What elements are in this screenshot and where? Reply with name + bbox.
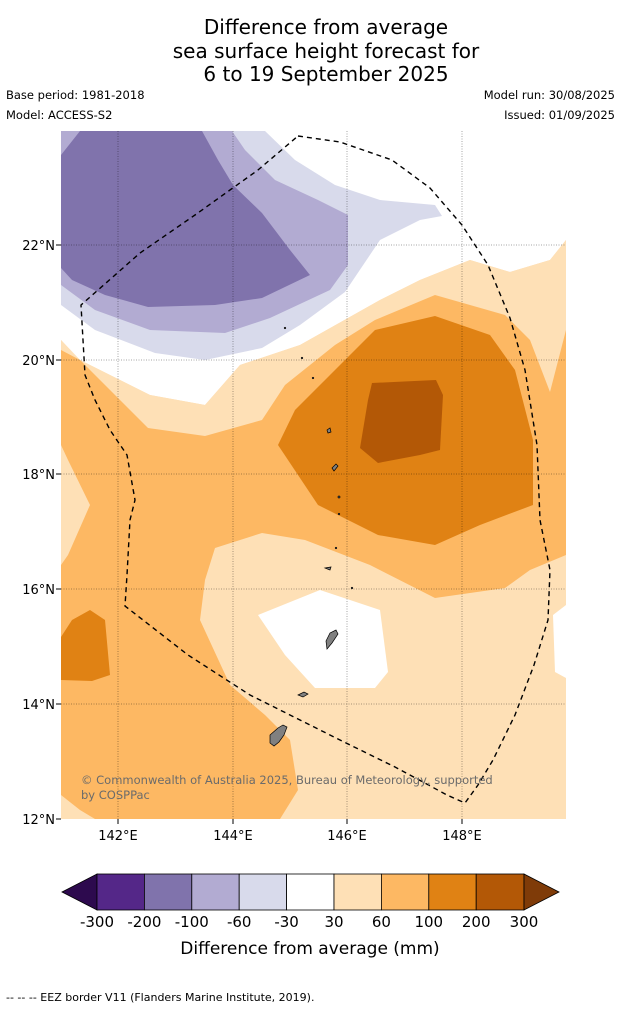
band-30-60-southwest bbox=[61, 795, 95, 819]
colorbar-bin-3 bbox=[191, 873, 240, 911]
map-title: Difference from average sea surface heig… bbox=[0, 15, 621, 87]
eez-border-line bbox=[80, 135, 551, 804]
island-pagan bbox=[331, 463, 339, 472]
title-line-1: Difference from average bbox=[203, 15, 449, 39]
title-line-3: 6 to 19 September 2025 bbox=[203, 62, 449, 86]
colorbar-bin-7 bbox=[380, 873, 430, 911]
island-rota bbox=[297, 691, 309, 698]
cb-tick-1: -300 bbox=[80, 913, 114, 931]
title-line-2: sea surface height forecast for bbox=[172, 38, 480, 63]
colorbar-label: Difference from average (mm) bbox=[180, 939, 439, 959]
lat-label-16: 16°N bbox=[22, 583, 55, 598]
colorbar-extend-high bbox=[523, 873, 560, 911]
colorbar-extend-low bbox=[61, 873, 98, 911]
colorbar-bin-2 bbox=[143, 873, 193, 911]
band-30-60-west bbox=[61, 445, 90, 565]
lon-label-142: 142°E bbox=[98, 829, 138, 844]
band-30-60-north bbox=[61, 240, 566, 436]
island-agrihan bbox=[326, 427, 332, 434]
colorbar-tick-labels: -300 -200 -100 -60 -30 30 60 100 200 300 bbox=[80, 913, 538, 931]
eez-legend-note: -- -- -- EEZ border V11 (Flanders Marine… bbox=[6, 991, 315, 1004]
band-200-300 bbox=[360, 380, 443, 463]
cb-tick-9: 200 bbox=[462, 913, 491, 931]
contour-field: © Commonwealth of Australia 2025, Bureau… bbox=[61, 131, 566, 819]
lat-label-22: 22°N bbox=[22, 239, 55, 254]
colorbar-bin-9 bbox=[475, 873, 525, 911]
colorbar-bin-5 bbox=[286, 873, 335, 911]
lon-label-146: 146°E bbox=[327, 829, 367, 844]
island-guam bbox=[269, 724, 288, 747]
copyright-line-2: by COSPPac bbox=[81, 788, 150, 802]
model-run-text: Model run: 30/08/2025 bbox=[483, 88, 615, 102]
base-period-text: Base period: 1981-2018 bbox=[6, 88, 145, 102]
cb-tick-3: -100 bbox=[175, 913, 209, 931]
axis-ticks bbox=[56, 244, 463, 824]
cb-tick-6: 30 bbox=[324, 913, 343, 931]
lat-label-20: 20°N bbox=[22, 354, 55, 369]
lon-label-148: 148°E bbox=[442, 829, 482, 844]
colorbar-bin-8 bbox=[428, 873, 477, 911]
lat-label-18: 18°N bbox=[22, 468, 55, 483]
colorbar-bin-4 bbox=[238, 873, 287, 911]
cb-tick-10: 300 bbox=[510, 913, 539, 931]
island-anatahan bbox=[323, 566, 332, 571]
lon-label-144: 144°E bbox=[213, 829, 253, 844]
colorbar-bin-1 bbox=[96, 873, 145, 911]
cb-tick-8: 100 bbox=[414, 913, 443, 931]
issued-text: Issued: 01/09/2025 bbox=[504, 108, 615, 122]
island-tinian-saipan bbox=[325, 629, 339, 650]
copyright-line-1: © Commonwealth of Australia 2025, Bureau… bbox=[81, 773, 493, 787]
cb-tick-2: -200 bbox=[127, 913, 161, 931]
colorbar-bin-6 bbox=[333, 873, 382, 911]
cb-tick-5: -30 bbox=[274, 913, 299, 931]
latitude-labels: 22°N 20°N 18°N 16°N 14°N 12°N bbox=[22, 239, 55, 828]
band-neutral-east bbox=[553, 605, 566, 678]
map-gridlines bbox=[61, 131, 566, 819]
lat-label-12: 12°N bbox=[22, 813, 55, 828]
lat-label-14: 14°N bbox=[22, 698, 55, 713]
band-neutral-south bbox=[258, 590, 388, 688]
band-neg100-neg200 bbox=[61, 131, 310, 307]
land-islands bbox=[269, 326, 354, 747]
cb-tick-7: 60 bbox=[372, 913, 391, 931]
band-100-200-west bbox=[61, 610, 110, 681]
longitude-labels: 142°E 144°E 146°E 148°E bbox=[98, 829, 482, 844]
model-text: Model: ACCESS-S2 bbox=[6, 108, 113, 122]
cb-tick-4: -60 bbox=[227, 913, 252, 931]
colorbar bbox=[61, 873, 560, 911]
